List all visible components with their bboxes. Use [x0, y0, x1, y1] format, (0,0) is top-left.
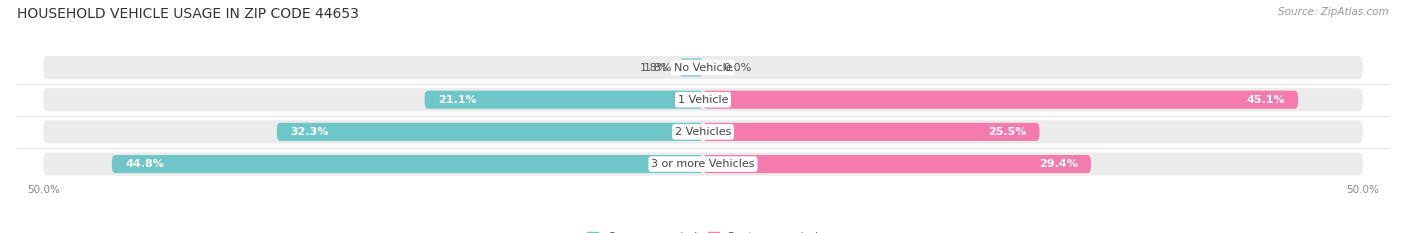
Text: 44.8%: 44.8%: [125, 159, 165, 169]
FancyBboxPatch shape: [112, 155, 703, 173]
Text: 1 Vehicle: 1 Vehicle: [678, 95, 728, 105]
Text: Source: ZipAtlas.com: Source: ZipAtlas.com: [1278, 7, 1389, 17]
FancyBboxPatch shape: [703, 123, 1039, 141]
Text: No Vehicle: No Vehicle: [673, 62, 733, 72]
Text: 1.8%: 1.8%: [640, 62, 669, 72]
Text: HOUSEHOLD VEHICLE USAGE IN ZIP CODE 44653: HOUSEHOLD VEHICLE USAGE IN ZIP CODE 4465…: [17, 7, 359, 21]
Text: 21.1%: 21.1%: [437, 95, 477, 105]
Text: 25.5%: 25.5%: [988, 127, 1026, 137]
FancyBboxPatch shape: [703, 91, 1298, 109]
Legend: Owner-occupied, Renter-occupied: Owner-occupied, Renter-occupied: [582, 227, 824, 233]
Text: 1.8%: 1.8%: [644, 62, 672, 72]
Text: 32.3%: 32.3%: [290, 127, 329, 137]
FancyBboxPatch shape: [679, 58, 703, 77]
Text: 29.4%: 29.4%: [1039, 159, 1078, 169]
FancyBboxPatch shape: [425, 91, 703, 109]
Text: 3 or more Vehicles: 3 or more Vehicles: [651, 159, 755, 169]
FancyBboxPatch shape: [44, 152, 1362, 176]
FancyBboxPatch shape: [277, 123, 703, 141]
FancyBboxPatch shape: [44, 56, 1362, 79]
Text: 2 Vehicles: 2 Vehicles: [675, 127, 731, 137]
Text: 45.1%: 45.1%: [1246, 95, 1285, 105]
Text: 0.0%: 0.0%: [723, 62, 751, 72]
FancyBboxPatch shape: [703, 155, 1091, 173]
FancyBboxPatch shape: [44, 88, 1362, 111]
FancyBboxPatch shape: [44, 120, 1362, 144]
